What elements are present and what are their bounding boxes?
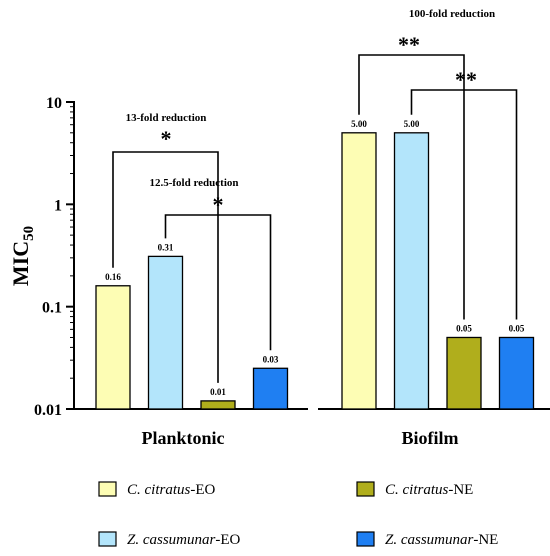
x-category-label: Biofilm: [402, 428, 459, 448]
significance-stars: **: [398, 32, 420, 57]
bar: [147, 255, 184, 410]
legend-swatch: [356, 481, 375, 497]
legend-label: C. citratus-EO: [127, 482, 216, 498]
bar: [95, 285, 131, 410]
y-tick-label: 0.1: [42, 300, 62, 317]
bar: [393, 132, 430, 410]
bar: [252, 367, 289, 410]
bar-data-label: 0.03: [263, 354, 279, 364]
legend-swatch: [98, 531, 117, 547]
y-axis-label: MIC50: [8, 226, 37, 286]
y-tick-label: 1: [54, 197, 62, 214]
bar-data-label: 0.16: [105, 272, 121, 282]
legend-swatch: [356, 531, 375, 547]
legend-label: C. citratus-NE: [385, 482, 473, 498]
fold-reduction-label: 13-fold reduction: [126, 112, 207, 124]
legend: C. citratus-EO C. citratus-NE Z. cassumuna…: [98, 481, 498, 548]
fold-reduction-label: 12.5-fold reduction: [149, 177, 238, 189]
legend-label: Z. cassumunar-NE: [385, 532, 498, 548]
y-tick-label: 0.01: [34, 402, 62, 419]
significance-stars: *: [213, 192, 224, 217]
bar: [498, 336, 535, 410]
bar: [200, 400, 236, 410]
significance-bracket: [410, 89, 518, 320]
significance-bracket: [164, 214, 272, 351]
legend-swatch: [98, 481, 117, 497]
x-category-label: Planktonic: [141, 428, 224, 448]
bar-data-label: 0.31: [158, 242, 174, 252]
significance-stars: **: [455, 67, 477, 92]
bar-data-label: 0.05: [456, 323, 472, 333]
bar: [341, 132, 377, 410]
bars: 0.16 5.00 0.31 5.00 0.01 0.05 0.03 0.05: [95, 119, 535, 410]
bar-data-label: 0.05: [509, 323, 525, 333]
fold-reduction-label: 100-fold reduction: [409, 8, 495, 20]
legend-label: Z. cassumunar-EO: [127, 532, 241, 548]
significance-stars: *: [161, 126, 172, 151]
bar-data-label: 5.00: [351, 119, 367, 129]
annotations: * 13-fold reduction * 12.5-fold reduction **…: [112, 8, 518, 383]
bar-data-label: 0.01: [210, 387, 226, 397]
significance-bracket: [358, 54, 465, 320]
significance-bracket: [112, 151, 219, 383]
y-tick-label: 10: [46, 95, 62, 112]
bar: [446, 336, 482, 410]
bar-data-label: 5.00: [404, 119, 420, 129]
